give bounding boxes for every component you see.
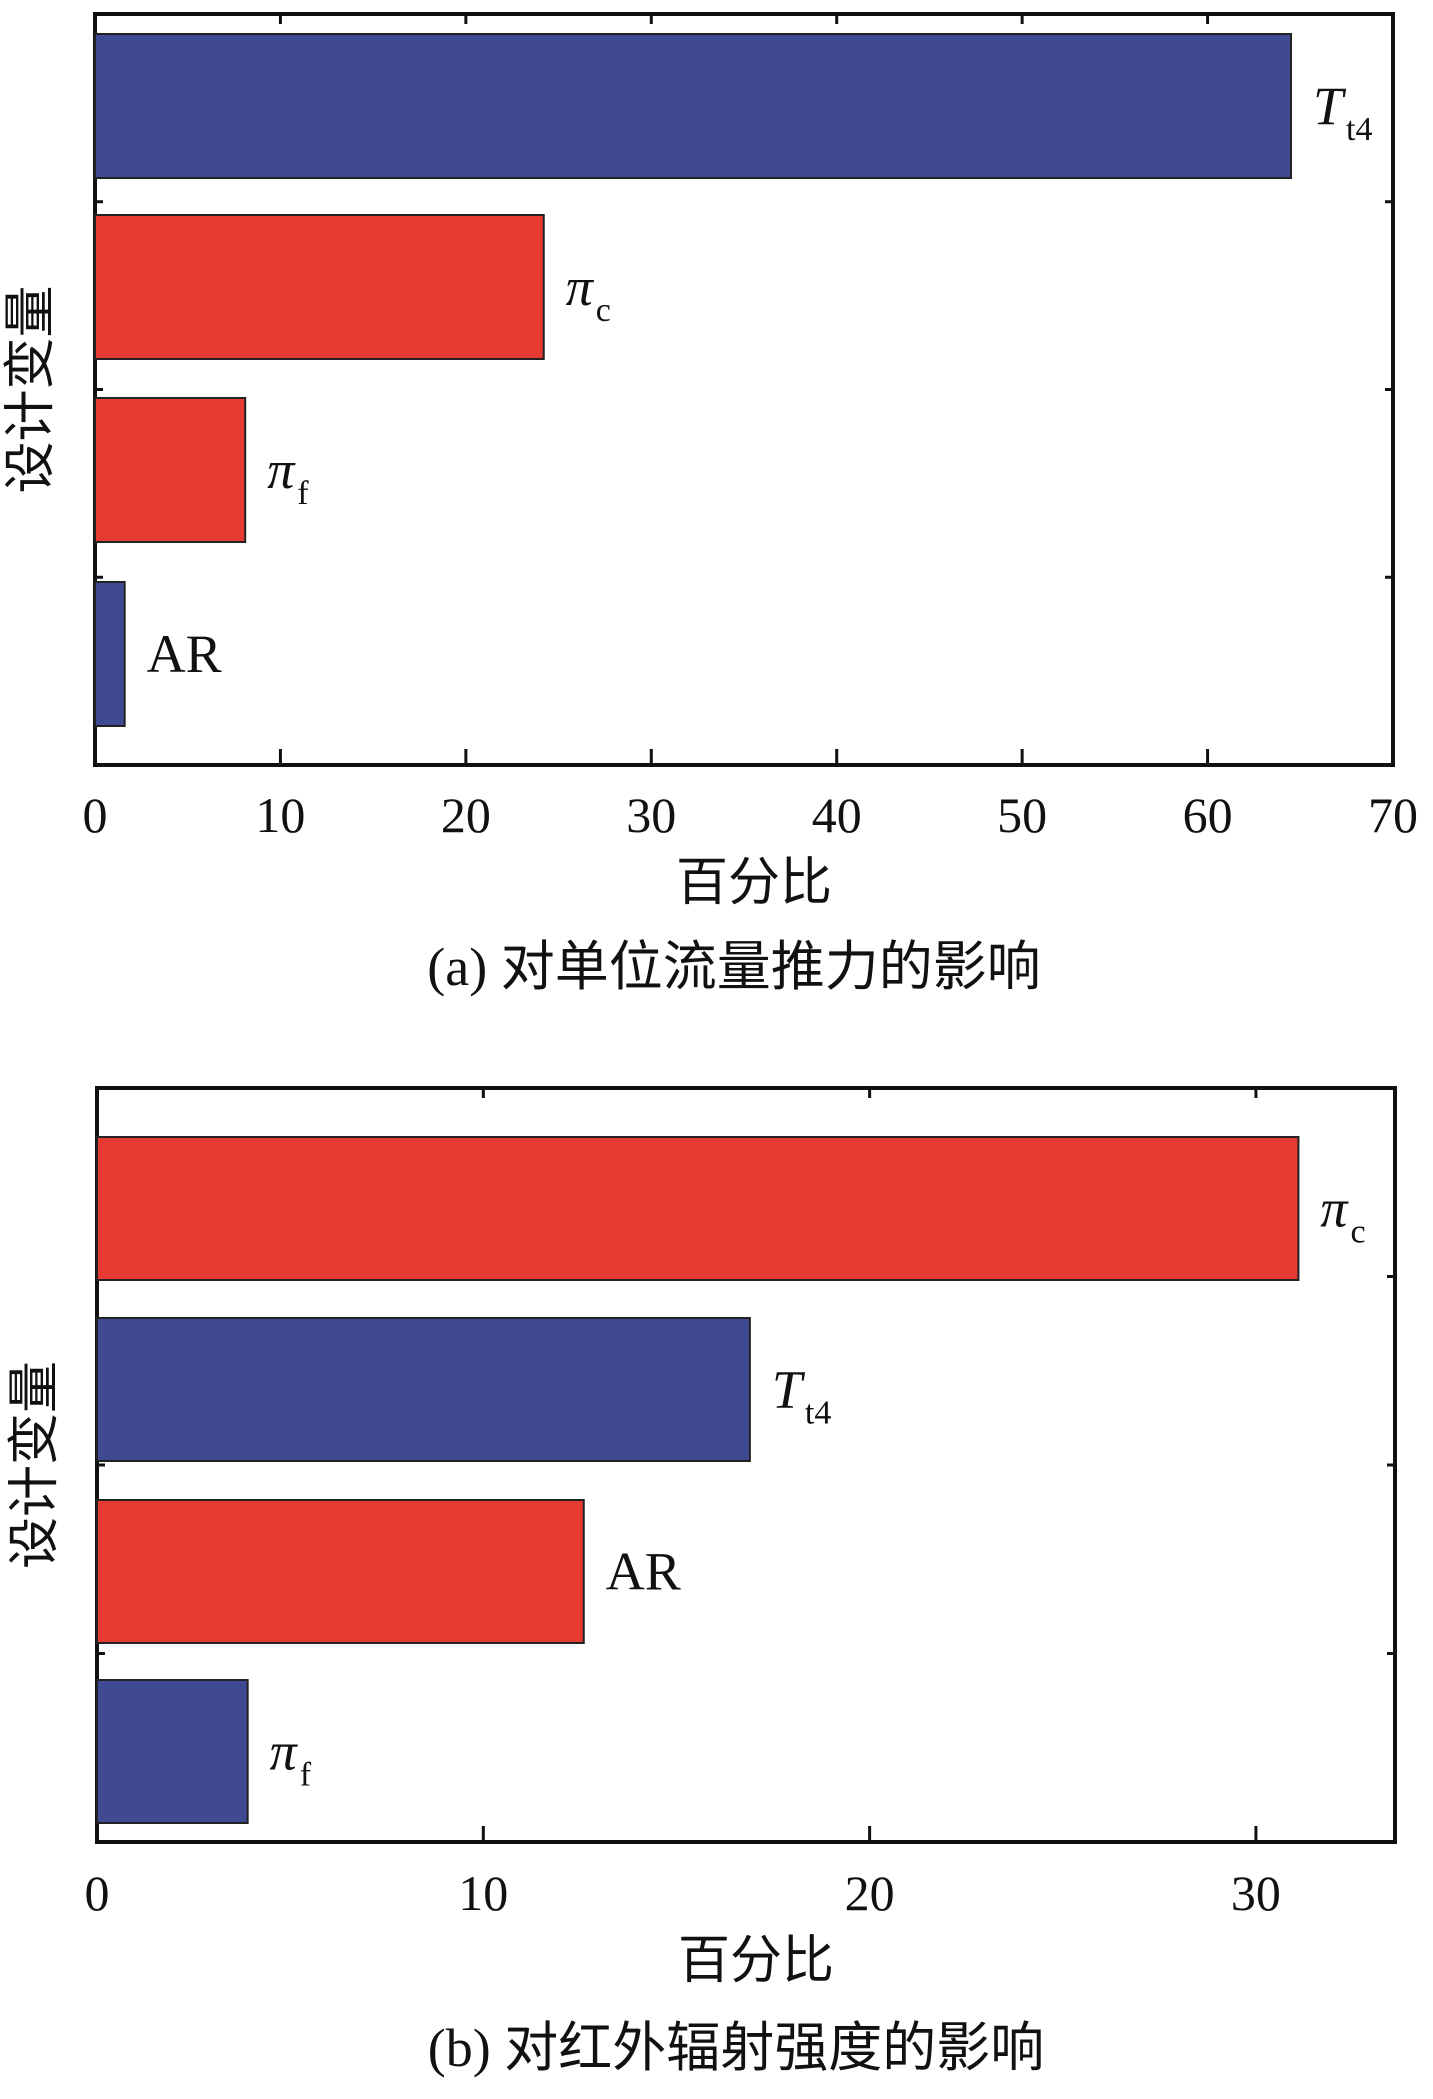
bar [94,214,545,360]
x-tick-label: 30 [626,787,676,843]
chart-caption: (b) 对红外辐射强度的影响 [428,2018,1044,2078]
x-tick-label: 0 [83,787,108,843]
x-tick-label: 40 [812,787,862,843]
bar-label: πc [1320,1179,1365,1251]
bar-label: πf [267,440,309,512]
y-axis-title: 设计变量 [5,1361,65,1569]
chart-caption: (a) 对单位流量推力的影响 [427,937,1040,997]
bar-label: πf [270,1722,312,1794]
bar-label: Tt4 [772,1360,832,1432]
x-tick-label: 70 [1368,787,1418,843]
bar [96,1136,1300,1281]
bar-label: AR [147,624,222,684]
y-axis-title: 设计变量 [1,285,61,493]
bar [94,581,126,727]
x-tick-label: 10 [458,1865,508,1921]
bar [94,33,1293,179]
bar [94,397,247,543]
bar-label: AR [606,1542,681,1602]
x-tick-label: 30 [1231,1865,1281,1921]
bar [96,1317,751,1462]
chart-a: 0 10 20 30 40 50 60 70 Tt4 πc πf AR 百分比 设计变量 (a) 对单位流量… [1,12,1418,997]
x-axis-title: 百分比 [678,1931,834,1991]
chart-b: 0 10 20 30 πc Tt4 AR πf 百分比 设计变量 (b) 对红外辐射强度的影响 [5,1086,1397,2078]
x-tick-label: 10 [255,787,305,843]
x-tick-label: 20 [845,1865,895,1921]
bar-label: πc [566,257,611,329]
x-tick-label: 0 [85,1865,110,1921]
x-tick-label: 20 [441,787,491,843]
x-tick-label: 50 [997,787,1047,843]
bar [96,1679,249,1824]
x-axis-title: 百分比 [676,853,832,913]
x-tick-label: 60 [1183,787,1233,843]
bar [96,1499,585,1644]
bar-label: Tt4 [1313,76,1373,148]
